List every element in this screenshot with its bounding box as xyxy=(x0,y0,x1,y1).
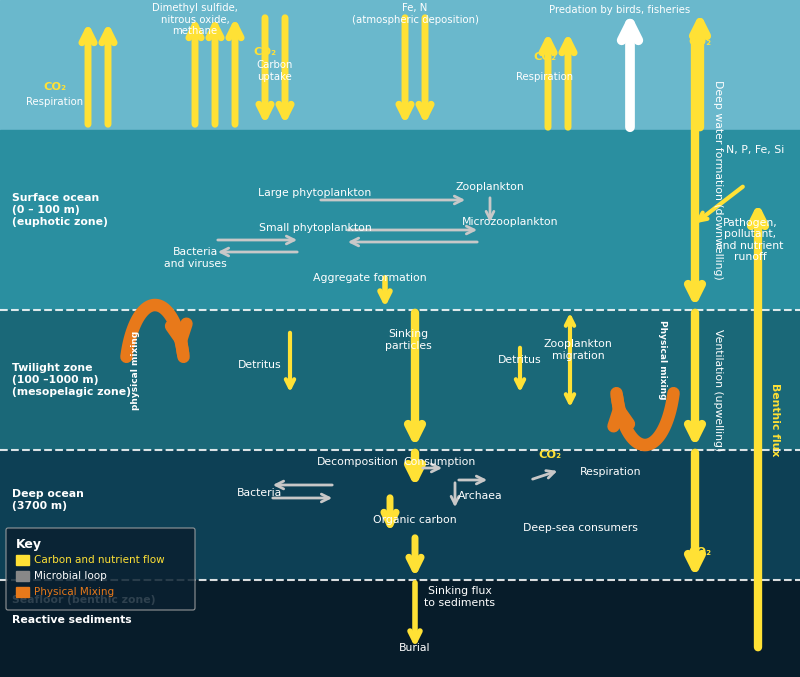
Text: CO₂: CO₂ xyxy=(534,52,557,62)
Text: Fe, N
(atmospheric deposition): Fe, N (atmospheric deposition) xyxy=(351,3,478,24)
Text: Zooplankton
migration: Zooplankton migration xyxy=(544,339,612,361)
Text: CO₂: CO₂ xyxy=(254,47,277,57)
Text: Twilight zone
(100 –1000 m)
(mesopelagic zone): Twilight zone (100 –1000 m) (mesopelagic… xyxy=(12,364,131,397)
Text: Pathogen,
pollutant,
and nutrient
runoff: Pathogen, pollutant, and nutrient runoff xyxy=(716,217,784,263)
Text: Burial: Burial xyxy=(399,643,430,653)
Text: Carbon
uptake: Carbon uptake xyxy=(257,60,293,82)
Text: Physical Mixing: Physical Mixing xyxy=(34,587,114,597)
Text: CO₂: CO₂ xyxy=(538,450,562,460)
Text: Respiration: Respiration xyxy=(580,467,642,477)
Text: Zooplankton: Zooplankton xyxy=(456,182,524,192)
Text: Surface ocean
(0 – 100 m)
(euphotic zone): Surface ocean (0 – 100 m) (euphotic zone… xyxy=(12,194,108,227)
Text: Organic carbon: Organic carbon xyxy=(373,515,457,525)
Bar xyxy=(16,555,29,565)
Text: Sinking
particles: Sinking particles xyxy=(385,329,431,351)
Text: Dimethyl sulfide,
nitrous oxide,
methane: Dimethyl sulfide, nitrous oxide, methane xyxy=(152,3,238,36)
Text: Decomposition: Decomposition xyxy=(317,457,399,467)
Bar xyxy=(16,571,29,581)
Text: Small phytoplankton: Small phytoplankton xyxy=(258,223,371,233)
Text: Key: Key xyxy=(16,538,42,551)
Text: CO₂: CO₂ xyxy=(689,547,711,557)
Bar xyxy=(0,0,800,130)
Bar xyxy=(0,450,800,580)
Bar xyxy=(0,130,800,310)
Text: Microbial loop: Microbial loop xyxy=(34,571,106,581)
Text: Respiration: Respiration xyxy=(517,72,574,82)
FancyBboxPatch shape xyxy=(6,528,195,610)
Bar xyxy=(0,310,800,450)
Text: Bacteria
and viruses: Bacteria and viruses xyxy=(164,247,226,269)
Text: Detritus: Detritus xyxy=(238,360,282,370)
Text: Benthic flux: Benthic flux xyxy=(770,383,780,457)
Text: Bacteria: Bacteria xyxy=(238,488,282,498)
Text: Deep ocean
(3700 m): Deep ocean (3700 m) xyxy=(12,489,84,511)
Text: Sinking flux
to sediments: Sinking flux to sediments xyxy=(425,586,495,608)
Bar xyxy=(16,587,29,597)
Text: N, P, Fe, Si: N, P, Fe, Si xyxy=(726,145,784,155)
Text: Seafloor (benthic zone): Seafloor (benthic zone) xyxy=(12,595,155,605)
Text: Physical mixing: Physical mixing xyxy=(658,320,667,399)
Text: Respiration: Respiration xyxy=(26,97,83,107)
Text: physical mixing: physical mixing xyxy=(130,330,139,410)
Text: Archaea: Archaea xyxy=(458,491,502,501)
Text: Aggregate formation: Aggregate formation xyxy=(313,273,427,283)
Text: Ventilation (upwelling): Ventilation (upwelling) xyxy=(713,329,723,451)
Text: Consumption: Consumption xyxy=(404,457,476,467)
Text: Microzooplankton: Microzooplankton xyxy=(462,217,558,227)
Text: Detritus: Detritus xyxy=(498,355,542,365)
Text: Deep water formation (downwelling): Deep water formation (downwelling) xyxy=(713,80,723,280)
Text: Deep-sea consumers: Deep-sea consumers xyxy=(522,523,638,533)
Text: Large phytoplankton: Large phytoplankton xyxy=(258,188,372,198)
Text: Carbon and nutrient flow: Carbon and nutrient flow xyxy=(34,555,165,565)
Text: CO₂: CO₂ xyxy=(43,82,66,92)
Text: CO₂: CO₂ xyxy=(689,37,711,47)
Text: Reactive sediments: Reactive sediments xyxy=(12,615,132,625)
Text: Predation by birds, fisheries: Predation by birds, fisheries xyxy=(550,5,690,15)
Bar xyxy=(0,580,800,677)
